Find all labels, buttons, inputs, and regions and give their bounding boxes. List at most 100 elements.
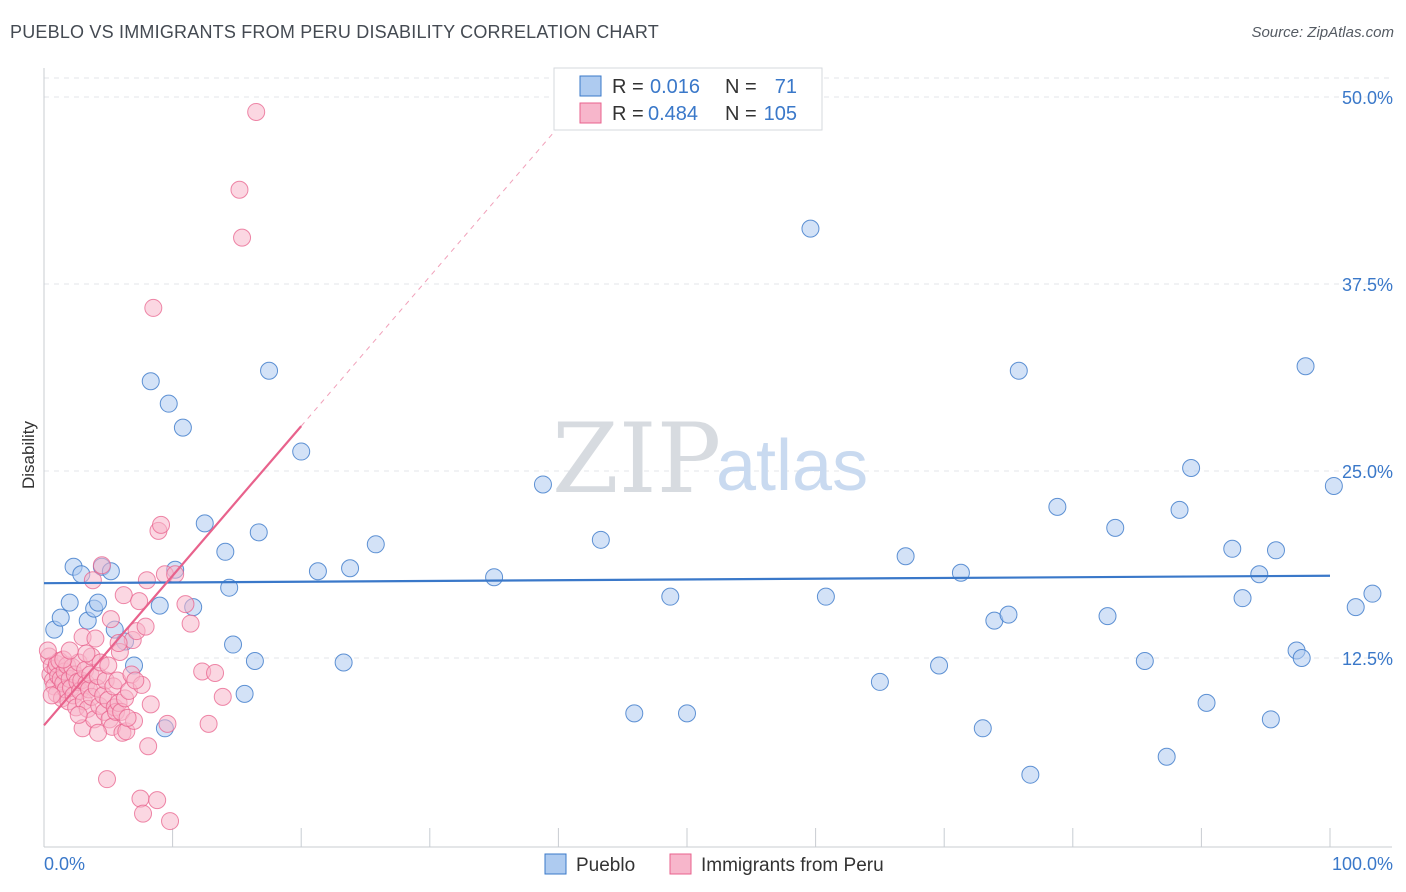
pueblo-point-45	[973, 719, 992, 738]
pueblo-point-38	[678, 704, 696, 723]
pueblo-point-40	[816, 587, 835, 606]
peru-point-75	[139, 737, 158, 756]
pueblo-point-37	[661, 587, 680, 606]
peru-point-83	[161, 812, 180, 831]
y-tick-labels: 12.5% 25.0% 37.5% 50.0%	[1342, 88, 1393, 669]
legend-n-value-1: 71	[775, 76, 797, 98]
pueblo-point-13	[141, 372, 160, 391]
peru-point-102	[118, 708, 137, 727]
pueblo-point-65	[1296, 357, 1315, 376]
legend-r-value-1: 0.016	[650, 76, 700, 98]
peru-point-91	[230, 180, 249, 199]
pueblo-point-66	[1324, 476, 1343, 495]
pueblo-point-54	[1157, 747, 1176, 766]
pueblo-point-67	[1346, 598, 1365, 617]
legend-swatch-pueblo	[579, 75, 602, 97]
pueblo-point-42	[896, 547, 915, 566]
pueblo-point-62	[1266, 541, 1285, 560]
correlation-legend: R = 0.016 N = 71 R = 0.484 N = 105	[553, 67, 823, 131]
pueblo-point-33	[485, 568, 504, 587]
peru-point-76	[141, 695, 160, 714]
peru-point-100	[99, 656, 118, 675]
pueblo-point-28	[292, 442, 311, 461]
peru-point-88	[199, 714, 218, 733]
peru-point-103	[126, 671, 145, 690]
peru-point-92	[233, 228, 252, 247]
y-tick-label-1: 25.0%	[1342, 462, 1393, 482]
x-tick-labels: 0.0% 100.0%	[44, 854, 1393, 874]
peru-point-51	[101, 610, 120, 629]
pueblo-point-35	[591, 530, 610, 549]
source-label: Source: ZipAtlas.com	[1251, 24, 1394, 41]
peru-point-39	[86, 629, 105, 648]
pueblo-point-18	[173, 418, 192, 437]
pueblo-point-34	[533, 475, 552, 494]
peru-point-61	[114, 586, 133, 605]
peru-point-73	[136, 617, 155, 636]
peru-point-82	[158, 714, 177, 733]
peru-point-98	[77, 644, 96, 663]
peru-point-74	[137, 571, 156, 590]
axes	[43, 68, 1392, 848]
peru-point-104	[60, 641, 79, 660]
pueblo-point-39	[801, 219, 820, 238]
pueblo-point-51	[1098, 607, 1117, 626]
peru-point-93	[247, 102, 266, 121]
pueblo-point-7	[89, 593, 108, 612]
pueblo-point-30	[334, 653, 353, 672]
pueblo-point-68	[1363, 584, 1382, 603]
pueblo-point-47	[999, 605, 1018, 624]
pueblo-point-14	[150, 596, 169, 615]
pueblo-point-24	[235, 684, 254, 703]
pueblo-point-43	[930, 656, 949, 675]
pueblo-point-57	[1197, 693, 1216, 712]
pueblo-point-64	[1292, 649, 1311, 667]
legend-r-label-1: R =	[612, 76, 644, 98]
peru-point-99	[89, 723, 108, 742]
pueblo-point-2	[60, 593, 79, 612]
pueblo-point-20	[195, 514, 214, 533]
legend-n-label-2: N =	[725, 103, 757, 125]
legend-swatch-peru	[579, 102, 602, 124]
pueblo-point-52	[1106, 518, 1125, 537]
legend-n-value-2: 105	[764, 103, 797, 125]
peru-point-70	[131, 789, 150, 808]
pueblo-point-48	[1009, 361, 1028, 380]
pueblo-point-25	[245, 651, 264, 670]
pueblo-point-29	[308, 562, 327, 581]
peru-point-90	[213, 687, 232, 706]
peru-point-86	[181, 614, 200, 633]
trend-lines	[43, 126, 1331, 727]
peru-point-101	[109, 634, 128, 653]
peru-point-80	[152, 515, 171, 534]
peru-point-48	[98, 770, 117, 789]
peru-point-97	[69, 705, 88, 724]
pueblo-point-61	[1261, 710, 1280, 729]
y-tick-label-3: 50.0%	[1342, 88, 1393, 108]
legend-r-value-2: 0.484	[648, 103, 698, 125]
y-tick-label-2: 37.5%	[1342, 275, 1393, 295]
pueblo-point-21	[216, 542, 235, 561]
peru-trend-extension	[300, 126, 559, 427]
peru-point-95	[42, 686, 61, 705]
pueblo-point-16	[159, 394, 178, 413]
peru-point-94	[38, 641, 57, 660]
watermark-atlas: atlas	[716, 426, 868, 506]
pueblo-point-53	[1135, 651, 1154, 670]
chart-title: PUEBLO VS IMMIGRANTS FROM PERU DISABILIT…	[10, 22, 659, 42]
y-axis-label: Disability	[19, 420, 38, 489]
bottom-legend-pueblo: Pueblo	[576, 855, 635, 876]
legend-n-label-1: N =	[725, 76, 757, 98]
x-tick-label-0: 0.0%	[44, 854, 85, 874]
bottom-legend-peru: Immigrants from Peru	[701, 855, 884, 876]
peru-point-37	[83, 571, 102, 590]
peru-point-85	[176, 595, 195, 614]
series-legend: Pueblo Immigrants from Peru	[544, 853, 884, 876]
pueblo-point-50	[1048, 497, 1067, 516]
y-tick-label-0: 12.5%	[1342, 649, 1393, 669]
pueblo-points	[45, 219, 1382, 784]
pueblo-trend-line	[43, 574, 1331, 585]
bottom-legend-swatch-peru	[669, 853, 692, 875]
watermark: ZIP atlas	[552, 403, 868, 515]
